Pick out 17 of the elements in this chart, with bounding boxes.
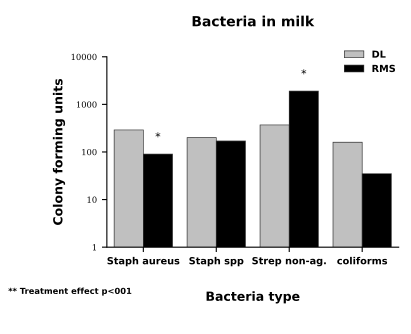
x-tick-label: Strep non-ag. (252, 256, 326, 266)
annotation: * (301, 69, 306, 74)
x-axis-title: Bacteria type (206, 291, 300, 304)
y-tick-label: 1000 (76, 101, 97, 108)
legend-label: DL (372, 50, 386, 58)
y-tick-label: 10 (88, 196, 97, 203)
legend-label: RMS (372, 64, 396, 72)
text: ** Treatment effect p<001 (8, 288, 132, 296)
y-axis-title: Colony forming units (52, 78, 66, 225)
y-tick-label: 100 (82, 148, 97, 156)
y-tick-label: 1 (92, 244, 96, 250)
x-tick-label: Staph aureus (108, 256, 180, 266)
x-tick-label: coliforms (337, 256, 388, 264)
y-tick-label: 10000 (72, 54, 97, 60)
annotation: * (155, 132, 160, 138)
chart-title: Bacteria in milk (192, 16, 314, 26)
x-tick-label: Staph spp (189, 256, 244, 266)
